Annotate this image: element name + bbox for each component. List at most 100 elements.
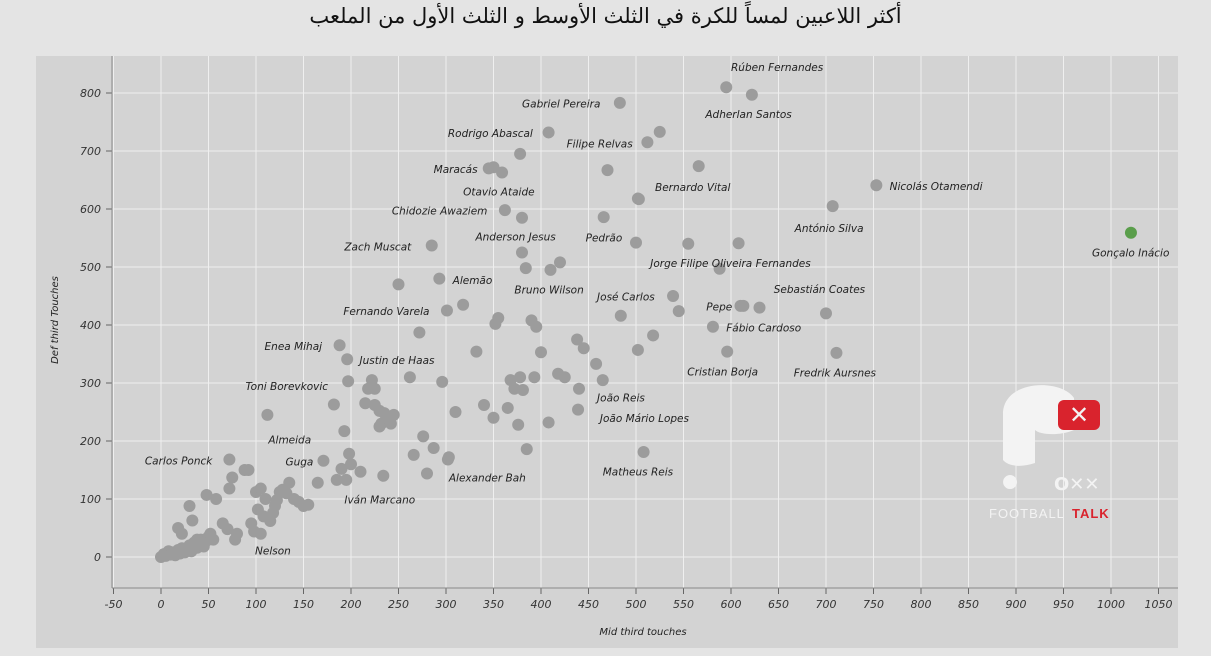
- data-point: [732, 237, 745, 250]
- data-point: [191, 533, 204, 546]
- point-label: Enea Mihaj: [265, 341, 323, 353]
- data-point: [302, 498, 315, 511]
- y-tick-label: 200: [80, 435, 101, 448]
- data-point: [737, 299, 750, 312]
- point-label: Maracás: [434, 164, 478, 176]
- data-point: [577, 342, 590, 355]
- point-label: Adherlan Santos: [704, 109, 792, 121]
- point-label: Gabriel Pereira: [522, 98, 600, 110]
- y-tick-label: 0: [94, 551, 101, 564]
- data-point: [826, 200, 839, 213]
- point-label: Nicolás Otamendi: [890, 181, 983, 193]
- data-point: [516, 246, 528, 259]
- data-point: [519, 262, 532, 275]
- data-point: [254, 482, 267, 495]
- data-point: [653, 125, 666, 138]
- data-point: [614, 309, 627, 322]
- data-point: [520, 443, 533, 456]
- data-point: [175, 527, 188, 540]
- logo-word-talk: TALK: [1072, 506, 1110, 521]
- data-point: [692, 160, 705, 173]
- x-tick-label: 400: [531, 598, 552, 611]
- point-label: José Carlos: [595, 292, 655, 304]
- point-label: Pedrão: [586, 232, 623, 244]
- data-point: [403, 371, 416, 384]
- axes: -50 0 50 100 150 200 250 300 350 400 450 500 550 600 6…: [50, 56, 1178, 638]
- data-point: [516, 383, 529, 396]
- x-tick-label: 550: [673, 598, 694, 611]
- chart-title: أكثر اللاعبين لمساً للكرة في الثلث الأوس…: [309, 4, 902, 28]
- x-tick-label: 500: [626, 598, 647, 611]
- data-point: [440, 304, 453, 317]
- data-point: [413, 326, 426, 339]
- x-tick-label: 0: [158, 598, 165, 611]
- data-point: [317, 454, 330, 467]
- y-tick-label: 400: [80, 319, 101, 332]
- data-point: [223, 482, 236, 495]
- point-label: Alemão: [452, 275, 493, 287]
- data-point: [221, 523, 234, 536]
- plot-area: [36, 56, 1178, 648]
- y-tick-label: 800: [80, 87, 101, 100]
- data-point: [283, 476, 296, 489]
- y-tick-label: 300: [80, 377, 101, 390]
- data-point: [407, 448, 420, 461]
- data-point: [590, 357, 603, 370]
- data-point: [373, 420, 386, 433]
- point-label: Cristian Borja: [687, 366, 758, 378]
- x-tick-label: 850: [958, 598, 979, 611]
- x-tick-label: 1000: [1097, 598, 1125, 611]
- data-point: [433, 272, 446, 285]
- data-point: [207, 533, 220, 546]
- data-point: [421, 467, 433, 480]
- data-point: [341, 353, 354, 366]
- data-point: [516, 211, 528, 224]
- point-label: Sebastián Coates: [774, 284, 866, 296]
- data-point: [601, 164, 614, 177]
- data-point: [330, 473, 343, 486]
- data-point: [637, 446, 650, 459]
- data-point: [333, 339, 346, 352]
- data-point: [870, 179, 883, 192]
- data-point: [449, 406, 462, 418]
- data-point: [425, 239, 438, 252]
- logo-word-football: FOOTBALL: [989, 506, 1065, 521]
- logo-x-icon: ✕: [1069, 401, 1089, 429]
- x-axis-title: Mid third touches: [599, 627, 686, 638]
- y-axis-title: Def third Touches: [50, 276, 61, 364]
- point-label: António Silva: [794, 223, 864, 235]
- data-point: [231, 527, 243, 540]
- data-point: [470, 345, 483, 358]
- point-label: Almeida: [267, 434, 311, 446]
- data-point: [641, 136, 654, 149]
- data-point: [223, 453, 236, 466]
- data-point: [478, 399, 490, 412]
- y-tick-label: 600: [80, 203, 101, 216]
- data-point: [492, 312, 505, 325]
- data-point: [667, 290, 680, 302]
- point-label: Toni Borevkovic: [246, 381, 329, 393]
- point-label: Jorge Filipe Oliveira Fernandes: [648, 258, 811, 270]
- point-label: Fábio Cardoso: [726, 322, 801, 334]
- data-point: [820, 307, 832, 320]
- data-point: [200, 488, 213, 501]
- data-point: [613, 96, 626, 109]
- data-point: [436, 375, 449, 388]
- x-tick-label: 150: [293, 598, 314, 611]
- data-point: [572, 403, 585, 416]
- x-tick-label: 300: [436, 598, 457, 611]
- data-point: [226, 471, 239, 484]
- data-point: [498, 204, 511, 217]
- data-point: [672, 305, 685, 318]
- data-point: [368, 382, 381, 395]
- x-tick-label: 900: [1006, 598, 1027, 611]
- logo-red-badge-icon: [1058, 400, 1100, 430]
- x-tick-label: 450: [578, 598, 599, 611]
- data-point: [597, 211, 610, 224]
- data-point: [512, 418, 525, 431]
- data-point: [542, 126, 555, 139]
- x-tick-label: 200: [341, 598, 362, 611]
- data-point: [210, 493, 223, 505]
- x-tick-label: 700: [816, 598, 837, 611]
- point-label: Nelson: [255, 546, 291, 558]
